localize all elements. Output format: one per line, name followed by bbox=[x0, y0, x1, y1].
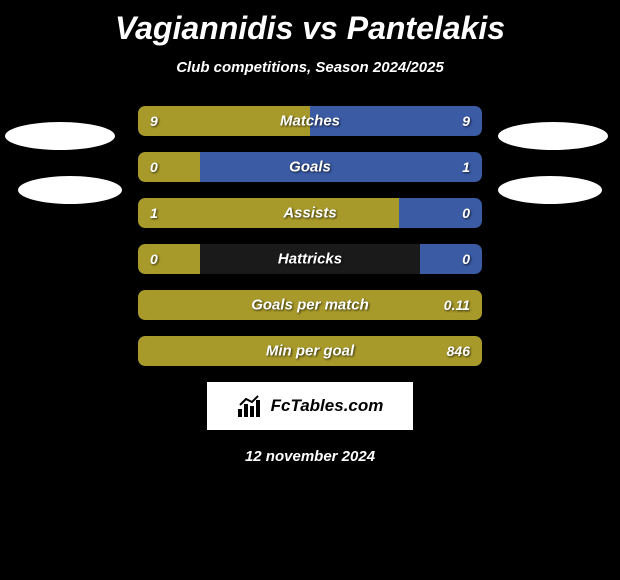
bar-right bbox=[200, 152, 482, 182]
ellipse-decoration bbox=[5, 122, 115, 150]
stat-label: Matches bbox=[280, 113, 340, 130]
ellipse-decoration bbox=[498, 176, 602, 204]
stat-value-left: 9 bbox=[150, 113, 158, 129]
stat-row: Goals per match 0.11 bbox=[138, 290, 482, 320]
logo-text: FcTables.com bbox=[271, 396, 384, 416]
stat-value-left: 0 bbox=[150, 251, 158, 267]
stat-label: Hattricks bbox=[278, 251, 342, 268]
logo-badge: FcTables.com bbox=[207, 382, 413, 430]
bar-left bbox=[138, 198, 399, 228]
stat-label: Min per goal bbox=[266, 343, 354, 360]
stat-value-right: 9 bbox=[462, 113, 470, 129]
stat-label: Goals per match bbox=[251, 297, 369, 314]
stat-value-right: 0 bbox=[462, 205, 470, 221]
stat-value-right: 0.11 bbox=[444, 297, 470, 313]
stat-value-left: 0 bbox=[150, 159, 158, 175]
stat-row: Hattricks 0 0 bbox=[138, 244, 482, 274]
stat-row: Matches 9 9 bbox=[138, 106, 482, 136]
chart-icon bbox=[237, 395, 265, 417]
bar-right bbox=[420, 244, 482, 274]
ellipse-decoration bbox=[498, 122, 608, 150]
stat-value-left: 1 bbox=[150, 205, 158, 221]
subtitle: Club competitions, Season 2024/2025 bbox=[0, 59, 620, 76]
stat-row: Assists 1 0 bbox=[138, 198, 482, 228]
bar-left bbox=[138, 244, 200, 274]
bar-left bbox=[138, 152, 200, 182]
stat-label: Assists bbox=[283, 205, 336, 222]
stat-value-right: 0 bbox=[462, 251, 470, 267]
stats-container: Matches99Goals01Assists10Hattricks00Goal… bbox=[138, 106, 482, 366]
stat-label: Goals bbox=[289, 159, 331, 176]
stat-row: Goals 0 1 bbox=[138, 152, 482, 182]
stat-row: Min per goal 846 bbox=[138, 336, 482, 366]
stat-value-right: 1 bbox=[462, 159, 470, 175]
page-title: Vagiannidis vs Pantelakis bbox=[0, 0, 620, 47]
ellipse-decoration bbox=[18, 176, 122, 204]
stat-value-right: 846 bbox=[447, 343, 470, 359]
date-label: 12 november 2024 bbox=[0, 448, 620, 465]
